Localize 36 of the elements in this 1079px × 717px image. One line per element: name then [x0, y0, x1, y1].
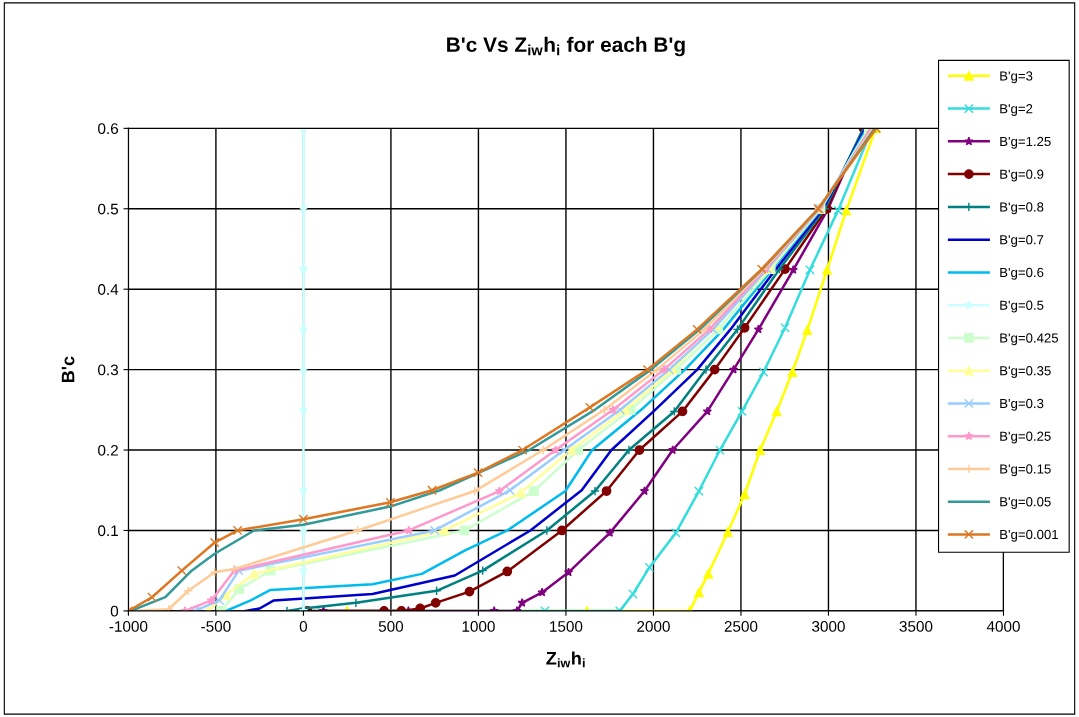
x-tick-label: 2000 — [637, 621, 670, 632]
chart-title: B'c Vs Z$_{iw}$h$_{i}$ for each B'g — [447, 36, 685, 57]
legend-label: B'g=0.5 — [1000, 300, 1044, 313]
legend-label: B'g=0.7 — [1000, 235, 1044, 247]
x-tick-label: 3500 — [899, 621, 933, 632]
y-tick-label: 0.2 — [98, 444, 118, 456]
legend-label: B'g=1.25 — [1000, 136, 1051, 149]
legend-label: B'g=0.25 — [1000, 431, 1051, 444]
x-tick-label: 1500 — [550, 621, 583, 632]
legend-label: B'g=0.9 — [1000, 169, 1044, 182]
x-tick-label: -1000 — [109, 621, 148, 632]
legend-label: B'g=0.35 — [1000, 366, 1051, 378]
legend-label: B'g=0.3 — [1000, 398, 1044, 411]
y-tick-label: 0 — [110, 605, 119, 617]
x-tick-label: 3000 — [812, 621, 845, 632]
y-tick-label: 0.5 — [98, 203, 119, 215]
x-tick-label: -500 — [201, 621, 231, 632]
legend-label: B'g=0.8 — [1000, 202, 1044, 215]
x-axis-title: Z$_{iw}$h$_{i}$ — [546, 651, 585, 668]
y-axis-title: B'c — [61, 356, 75, 383]
legend-label: B'g=0.6 — [1000, 267, 1044, 280]
y-tick-label: 0.1 — [98, 525, 118, 537]
x-tick-label: 0 — [299, 621, 308, 632]
legend-label: B'g=2 — [1000, 104, 1033, 116]
legend-label: B'g=3 — [1000, 71, 1033, 84]
legend-label: B'g=0.05 — [1000, 497, 1051, 509]
legend-label: B'g=0.15 — [1000, 464, 1051, 477]
legend-label: B'g=0.001 — [1000, 529, 1058, 542]
x-tick-label: 4000 — [986, 621, 1020, 632]
x-tick-label: 1000 — [462, 621, 495, 632]
y-tick-label: 0.6 — [98, 123, 119, 135]
x-tick-label: 2500 — [724, 621, 758, 632]
y-tick-label: 0.3 — [98, 364, 119, 376]
x-tick-label: 500 — [378, 621, 404, 632]
y-tick-label: 0.4 — [98, 284, 119, 295]
legend-label: B'g=0.425 — [1000, 333, 1059, 346]
